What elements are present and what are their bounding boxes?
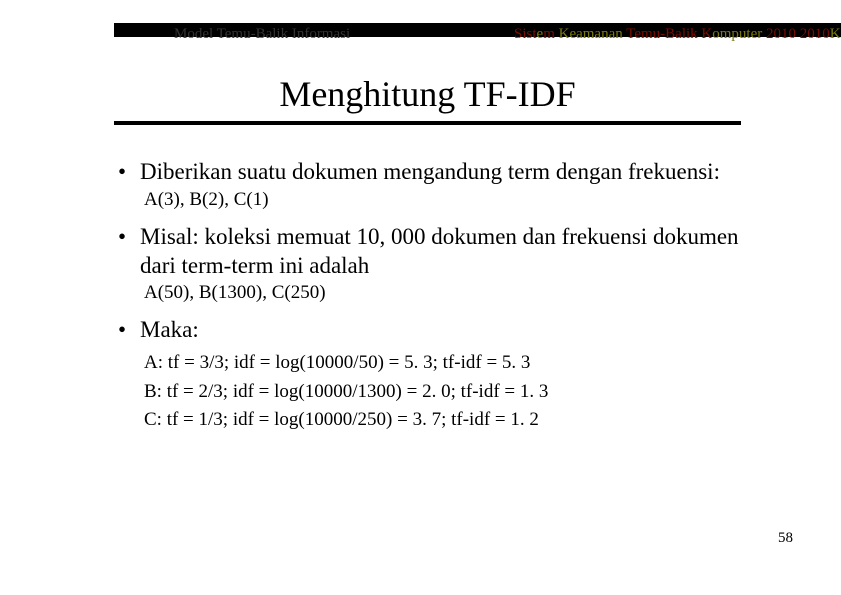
bullet-2-sub: A(50), B(1300), C(250) — [144, 282, 754, 304]
bullet-dot: • — [114, 158, 140, 187]
header-right-olive-1: Keamanan — [559, 26, 623, 42]
bullet-2: • Misal: koleksi memuat 10, 000 dokumen … — [114, 223, 754, 281]
bullet-3: • Maka: — [114, 316, 754, 345]
calc-line-a: A: tf = 3/3; idf = log(10000/50) = 5. 3;… — [144, 349, 754, 378]
header-right-red-1: Sistem — [514, 26, 559, 42]
bullet-1-sub: A(3), B(2), C(1) — [144, 189, 754, 211]
title-underline — [114, 121, 741, 125]
bullet-dot: • — [114, 223, 140, 252]
page-number: 58 — [778, 530, 793, 547]
bullet-2-text: Misal: koleksi memuat 10, 000 dokumen da… — [140, 223, 754, 281]
header-right-red-2: 2010 — [800, 26, 830, 42]
calc-block: A: tf = 3/3; idf = log(10000/50) = 5. 3;… — [144, 349, 754, 435]
bullet-dot: • — [114, 316, 140, 345]
page-title: Menghitung TF-IDF — [114, 73, 741, 115]
header-bar: Model Temu-Balik Informasi Sistem Keaman… — [114, 24, 841, 48]
bullet-3-text: Maka: — [140, 316, 754, 345]
calc-line-b: B: tf = 2/3; idf = log(10000/1300) = 2. … — [144, 378, 754, 407]
content-body: • Diberikan suatu dokumen mengandung ter… — [114, 158, 754, 435]
title-block: Menghitung TF-IDF — [114, 73, 741, 125]
bullet-1: • Diberikan suatu dokumen mengandung ter… — [114, 158, 754, 187]
header-right-text: Sistem Keamanan Temu-Balik Komputer 2010… — [514, 26, 841, 43]
header-left-text: Model Temu-Balik Informasi — [174, 26, 350, 43]
header-right-olive-3: Keamana — [830, 26, 841, 42]
header-right-red-sep: Temu-Balik K — [623, 26, 713, 42]
bullet-1-text: Diberikan suatu dokumen mengandung term … — [140, 158, 754, 187]
calc-line-c: C: tf = 1/3; idf = log(10000/250) = 3. 7… — [144, 406, 754, 435]
